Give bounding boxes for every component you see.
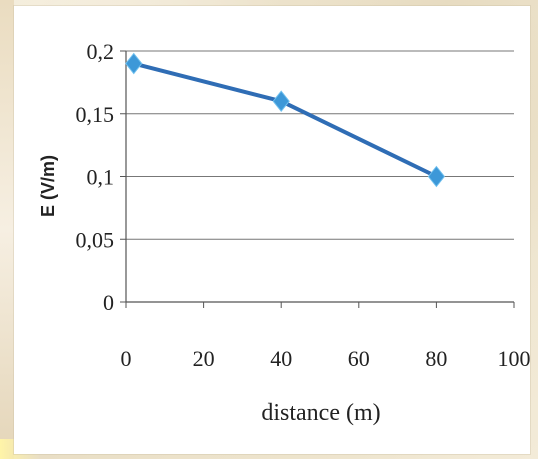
data-point	[125, 52, 143, 75]
line-chart: 0 20 40 60 80 100 0 0,05 0,1 0,15 0,2 E (V/m) dis…	[38, 39, 531, 426]
chart-container: 0 20 40 60 80 100 0 0,05 0,1 0,15 0,2 E (V/m) dis…	[14, 6, 530, 454]
x-tick-label: 60	[348, 346, 370, 371]
x-tick-label: 20	[193, 346, 215, 371]
x-tick-label: 100	[498, 346, 531, 371]
left-decoration	[0, 0, 14, 459]
y-axis-ticks: 0 0,05 0,1 0,15 0,2	[76, 39, 126, 315]
chart-card: 0 20 40 60 80 100 0 0,05 0,1 0,15 0,2 E (V/m) dis…	[14, 6, 530, 454]
y-tick-label: 0,1	[87, 165, 115, 190]
grid-lines	[126, 50, 514, 303]
x-axis-title: distance (m)	[261, 400, 380, 426]
x-axis-ticks: 0 20 40 60 80 100	[121, 302, 531, 371]
y-axis-title: E (V/m)	[38, 155, 58, 217]
x-tick-label: 80	[425, 346, 447, 371]
y-tick-label: 0	[103, 290, 114, 315]
y-tick-label: 0,05	[76, 227, 115, 252]
y-tick-label: 0,2	[87, 39, 115, 64]
data-point	[427, 165, 446, 188]
x-tick-label: 40	[270, 346, 292, 371]
data-point	[272, 90, 290, 113]
data-series	[125, 52, 446, 188]
series-line	[131, 61, 439, 179]
x-tick-label: 0	[121, 346, 132, 371]
y-tick-label: 0,15	[76, 102, 115, 127]
